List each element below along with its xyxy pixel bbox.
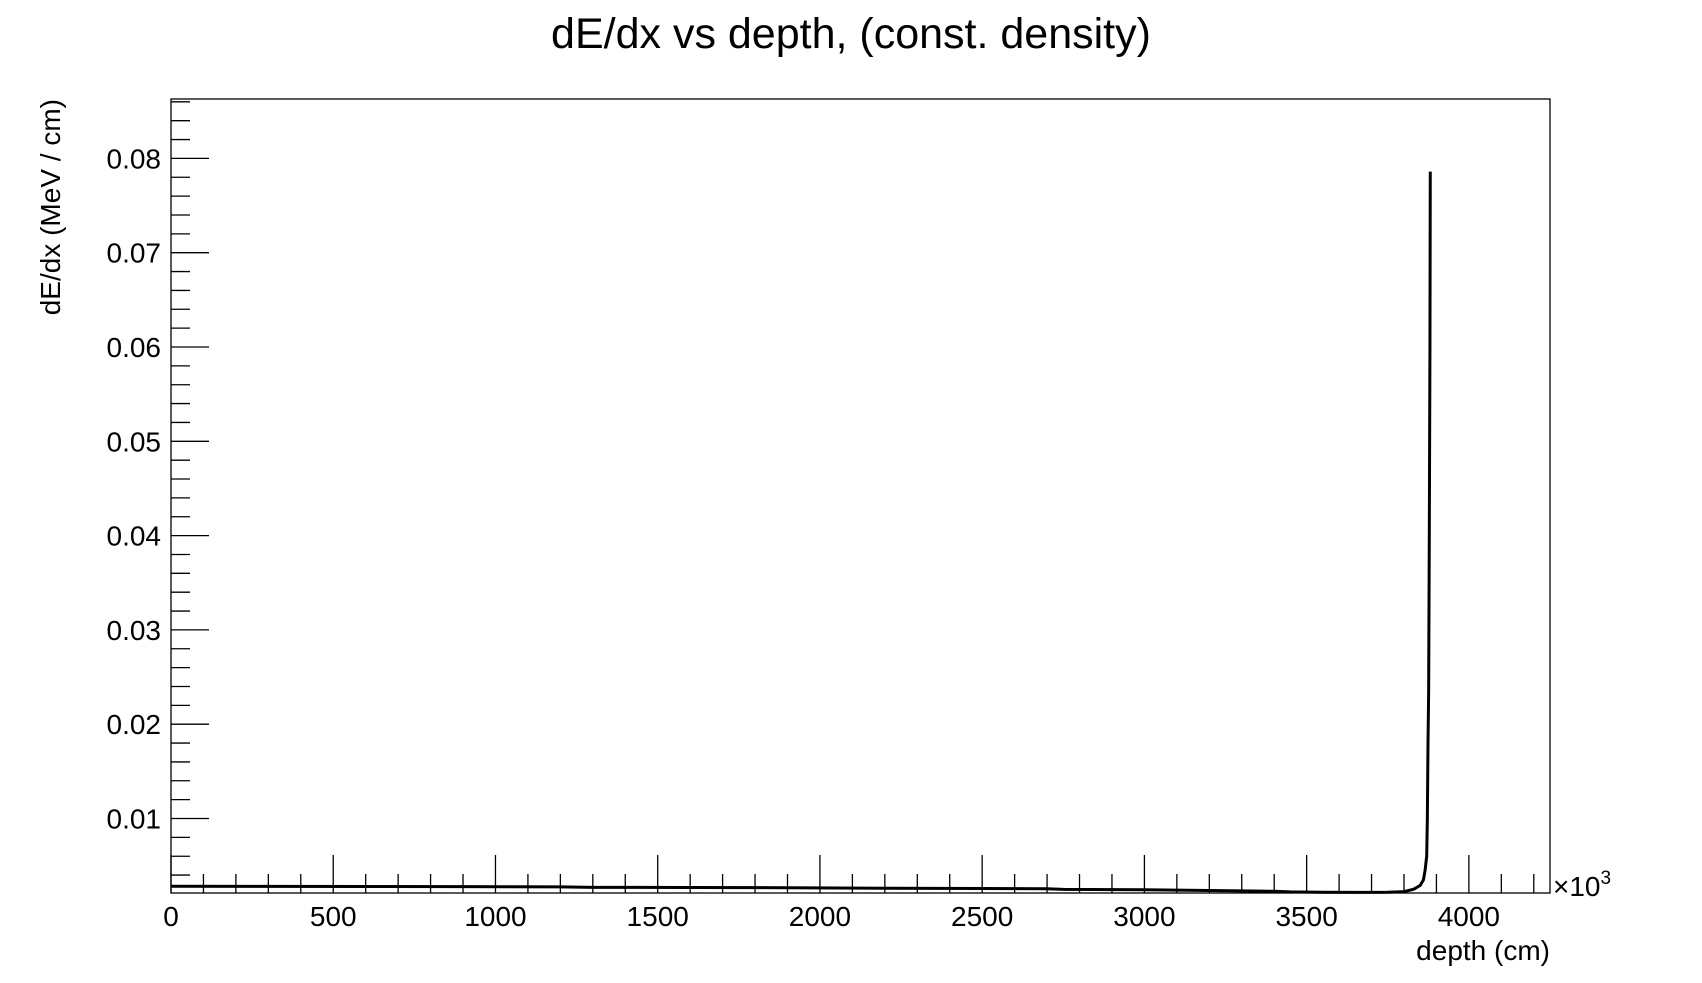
x-tick-label: 1500 bbox=[627, 901, 689, 932]
y-tick-label: 0.07 bbox=[107, 238, 162, 269]
y-tick-label: 0.05 bbox=[107, 426, 162, 457]
y-tick-label: 0.03 bbox=[107, 615, 162, 646]
x-tick-label: 2000 bbox=[789, 901, 851, 932]
x-axis-label: depth (cm) bbox=[1416, 935, 1550, 966]
x-tick-label: 3000 bbox=[1113, 901, 1175, 932]
y-tick-label: 0.01 bbox=[107, 804, 162, 835]
x-tick-label: 0 bbox=[163, 901, 179, 932]
x-axis-multiplier-exponent: 3 bbox=[1601, 868, 1612, 889]
series-line bbox=[170, 171, 1432, 894]
x-tick-label: 2500 bbox=[951, 901, 1013, 932]
chart-title: dE/dx vs depth, (const. density) bbox=[551, 10, 1151, 58]
y-tick-label: 0.06 bbox=[107, 332, 162, 363]
x-axis-multiplier: ×103 bbox=[1553, 868, 1611, 902]
x-tick-label: 1000 bbox=[464, 901, 526, 932]
y-axis-ticks bbox=[171, 101, 209, 876]
x-tick-label: 4000 bbox=[1438, 901, 1500, 932]
y-tick-label: 0.02 bbox=[107, 709, 162, 740]
x-tick-label: 3500 bbox=[1275, 901, 1337, 932]
series-group bbox=[170, 171, 1432, 894]
y-tick-label: 0.04 bbox=[107, 521, 162, 552]
x-axis-tick-labels: 0 500 1000 1500 2000 2500 3000 3500 4000 bbox=[163, 901, 1500, 932]
plot-frame bbox=[170, 98, 1551, 894]
y-axis-label: dE/dx (MeV / cm) bbox=[35, 99, 66, 315]
x-tick-label: 500 bbox=[310, 901, 357, 932]
x-axis-multiplier-base: ×10 bbox=[1553, 871, 1601, 902]
y-axis-tick-labels: 0.01 0.02 0.03 0.04 0.05 0.06 0.07 0.08 bbox=[107, 143, 162, 834]
y-tick-label: 0.08 bbox=[107, 143, 162, 174]
